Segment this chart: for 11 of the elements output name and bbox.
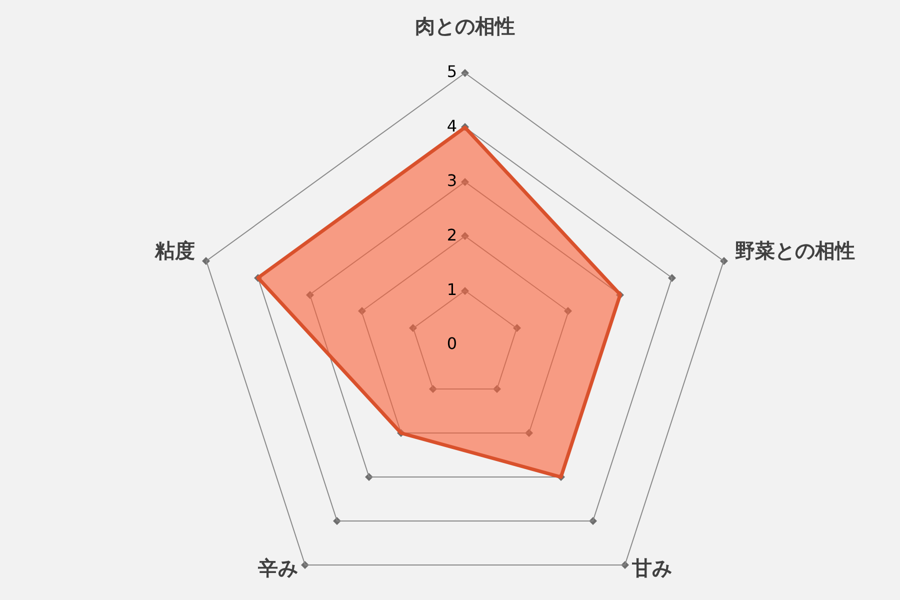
spoke-label: 肉との相性 xyxy=(415,14,515,38)
y-tick-label: 5 xyxy=(446,62,457,82)
spoke-label: 粘度 xyxy=(154,238,195,262)
spoke-label: 甘み xyxy=(630,556,672,580)
y-tick-label: 1 xyxy=(446,280,457,299)
y-tick-label: 3 xyxy=(446,170,457,190)
spoke-label: 辛み xyxy=(257,556,298,580)
spoke-label: 野菜との相性 xyxy=(735,238,856,262)
y-tick-label: 2 xyxy=(446,225,457,244)
y-tick-label: 0 xyxy=(446,334,457,354)
y-tick-label: 4 xyxy=(446,116,457,136)
